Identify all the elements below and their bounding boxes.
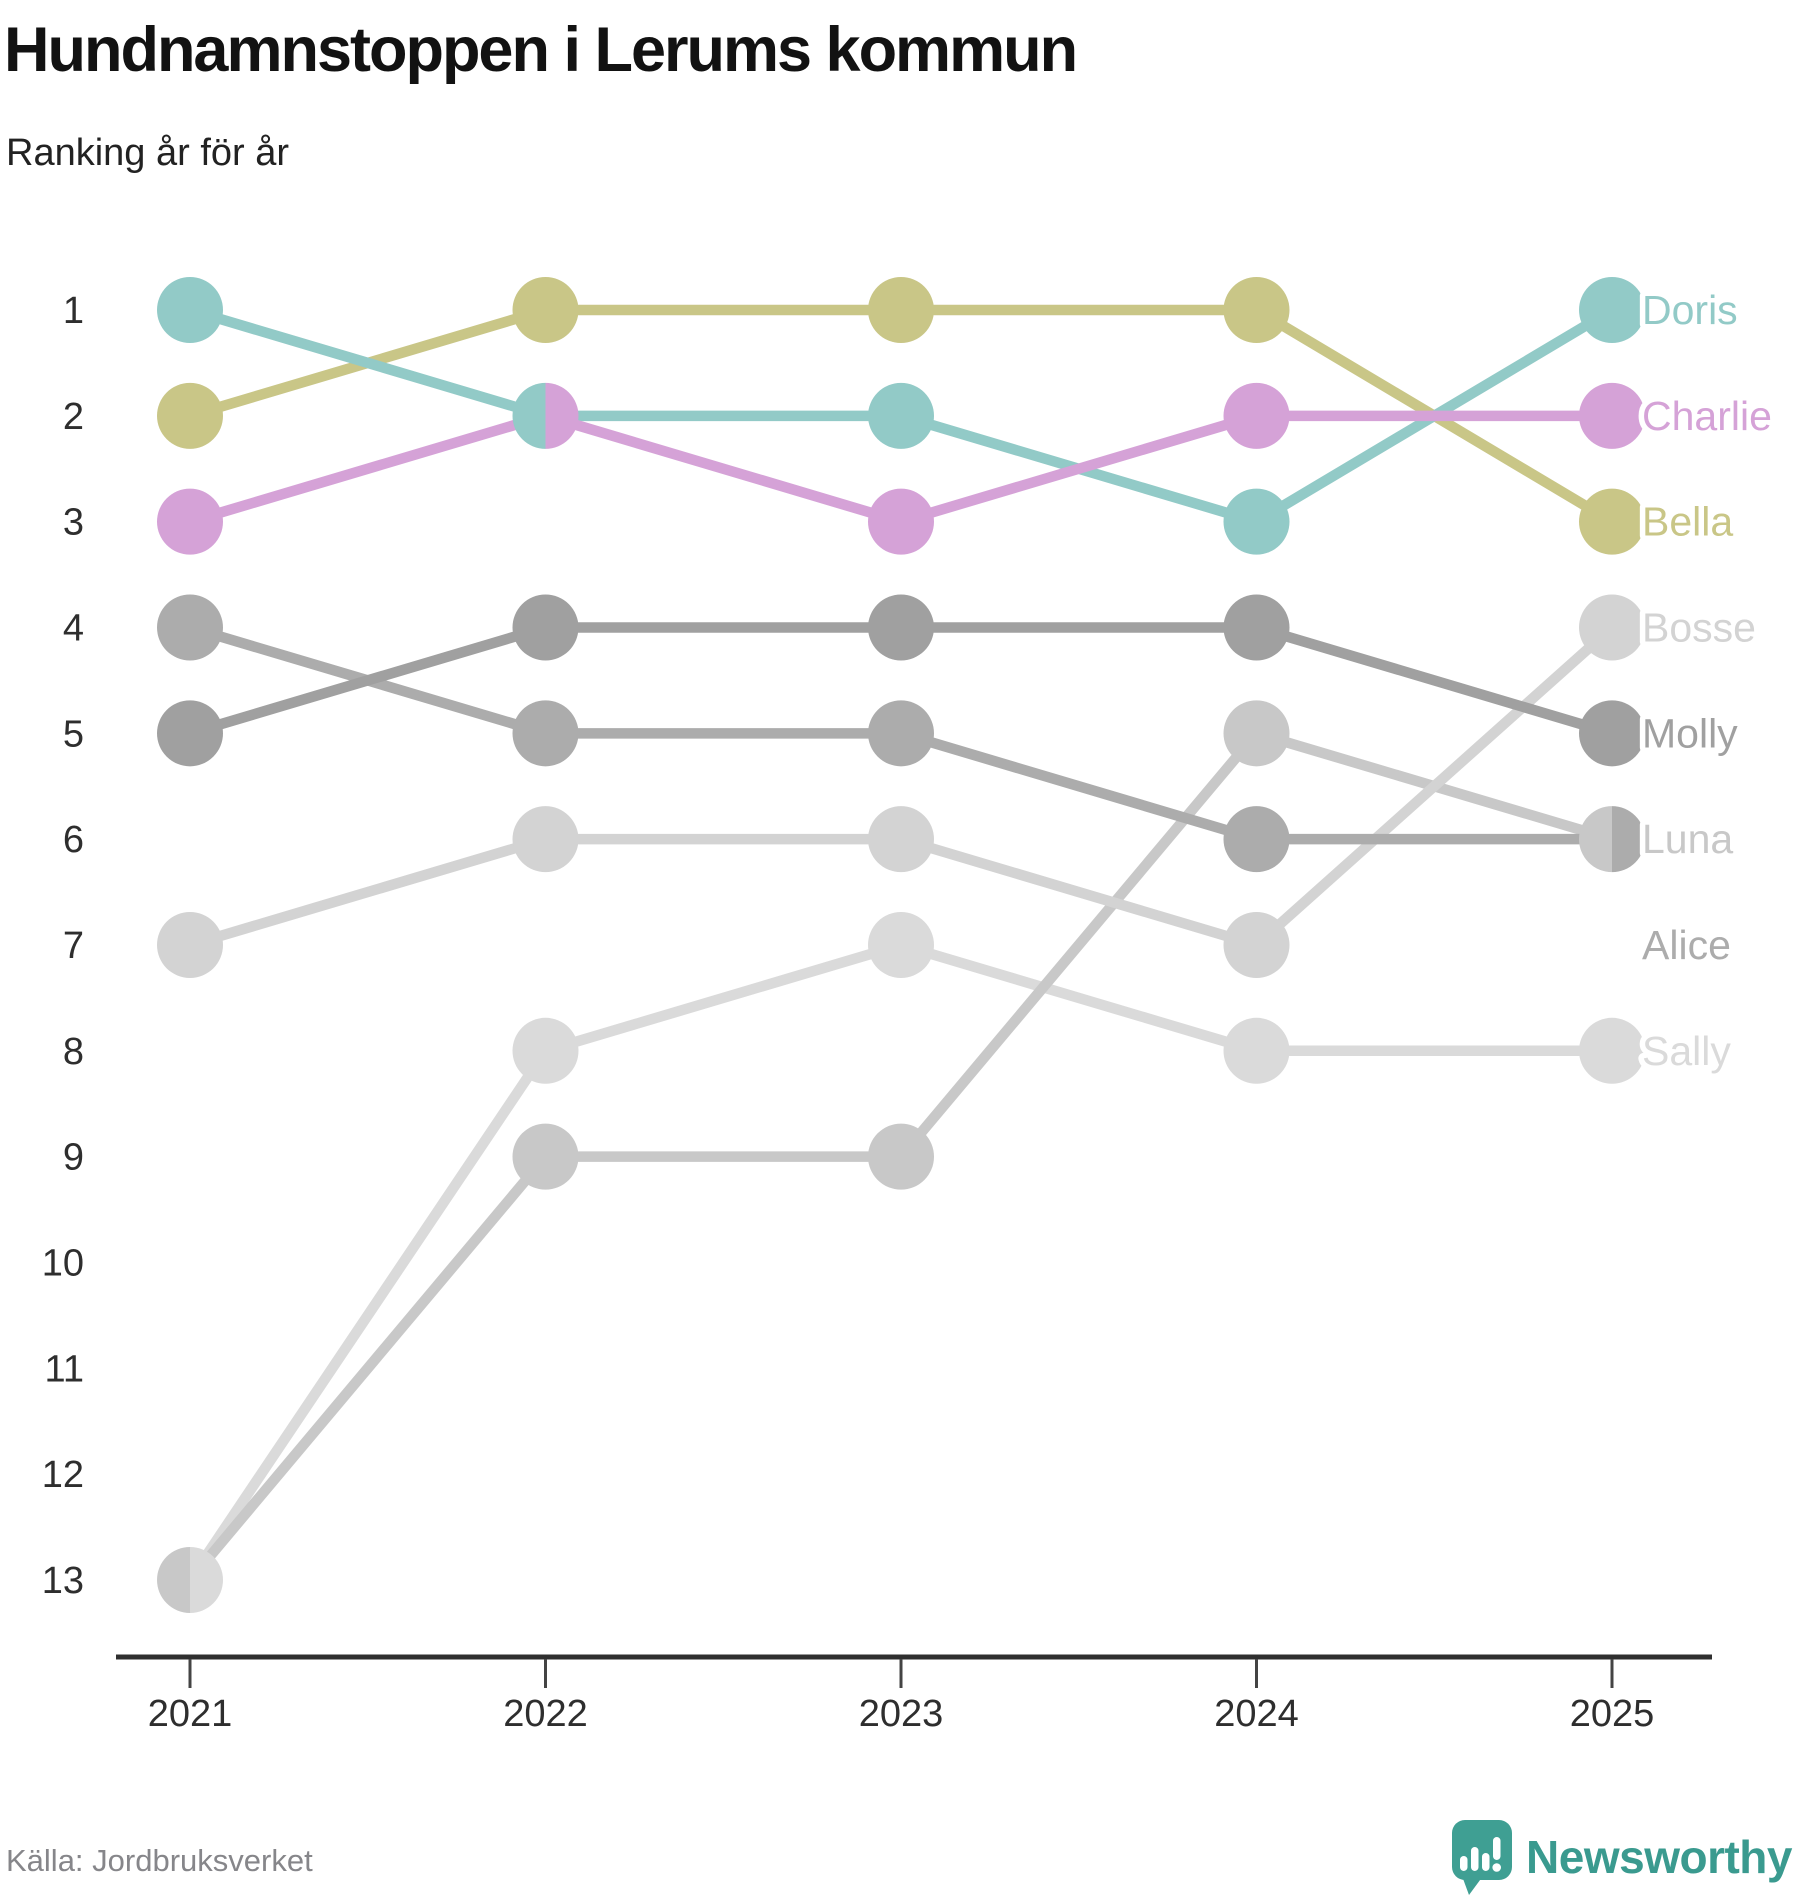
y-tick-label: 6 — [63, 819, 84, 861]
data-point-bella — [868, 277, 934, 343]
data-point-charlie — [1223, 382, 1290, 449]
y-tick-label: 1 — [63, 290, 84, 332]
series-label-bella: Bella — [1642, 499, 1733, 545]
newsworthy-logo: Newsworthy — [1450, 1818, 1792, 1896]
data-point-luna — [868, 1123, 934, 1190]
page-title: Hundnamnstoppen i Lerums kommun — [4, 15, 1078, 85]
data-point-bosse — [868, 806, 934, 873]
data-point-sally — [512, 1017, 579, 1084]
data-point-bella — [1579, 488, 1645, 555]
series-label-doris: Doris — [1642, 287, 1738, 333]
newsworthy-logo-icon — [1452, 1820, 1513, 1895]
data-point-bella — [157, 382, 223, 449]
data-point-doris — [868, 382, 934, 449]
series-line-sally — [184, 939, 1618, 1586]
y-tick-label: 8 — [63, 1031, 84, 1073]
y-tick-label: 10 — [42, 1242, 84, 1284]
series-label-bosse: Bosse — [1642, 604, 1756, 650]
data-point-charlie — [868, 488, 934, 555]
data-point-doris — [512, 382, 546, 449]
series-label-luna: Luna — [1642, 816, 1733, 862]
data-point-luna — [157, 1546, 190, 1613]
data-point-alice — [1612, 806, 1646, 873]
data-point-alice — [157, 594, 223, 661]
series-label-charlie: Charlie — [1642, 393, 1772, 439]
data-point-sally — [1579, 1017, 1645, 1084]
data-point-doris — [1223, 488, 1290, 555]
data-point-molly — [868, 594, 934, 661]
series-label-alice: Alice — [1642, 922, 1731, 968]
data-point-sally — [190, 1546, 223, 1613]
data-point-bosse — [512, 806, 579, 873]
source-note: Källa: Jordbruksverket — [6, 1843, 313, 1878]
y-tick-label: 7 — [63, 925, 84, 967]
data-point-alice — [512, 700, 579, 767]
page-subtitle: Ranking år för år — [6, 132, 290, 174]
data-point-bosse — [1223, 911, 1290, 978]
data-point-charlie — [157, 488, 223, 555]
data-point-bosse — [1579, 594, 1645, 661]
y-tick-label: 3 — [63, 502, 84, 544]
data-point-doris — [157, 277, 223, 343]
y-tick-label: 2 — [63, 396, 84, 438]
data-point-molly — [512, 594, 579, 661]
data-point-doris — [1579, 277, 1645, 343]
data-point-bella — [512, 277, 579, 343]
data-point-molly — [1223, 594, 1290, 661]
data-point-charlie — [545, 382, 579, 449]
data-point-sally — [1223, 1017, 1290, 1084]
y-tick-label: 11 — [45, 1348, 84, 1390]
data-point-charlie — [1579, 382, 1645, 449]
x-tick-label: 2021 — [148, 1693, 233, 1735]
y-tick-label: 5 — [63, 713, 84, 755]
data-point-luna — [1579, 806, 1612, 873]
data-point-alice — [868, 700, 934, 767]
data-point-alice — [1223, 806, 1290, 873]
y-tick-label: 4 — [63, 607, 84, 649]
y-tick-label: 9 — [63, 1137, 84, 1179]
x-tick-label: 2024 — [1214, 1693, 1299, 1735]
x-tick-label: 2025 — [1570, 1693, 1655, 1735]
series-label-sally: Sally — [1642, 1028, 1731, 1074]
data-point-molly — [157, 700, 223, 767]
x-tick-label: 2023 — [859, 1693, 944, 1735]
data-point-luna — [1223, 700, 1290, 767]
newsworthy-logo-text: Newsworthy — [1526, 1831, 1792, 1883]
y-tick-label: 12 — [42, 1454, 84, 1496]
data-point-bella — [1223, 277, 1290, 343]
series-label-molly: Molly — [1642, 710, 1738, 756]
data-point-molly — [1579, 700, 1645, 767]
data-point-sally — [868, 911, 934, 978]
data-point-luna — [512, 1123, 579, 1190]
y-tick-label: 13 — [42, 1560, 84, 1602]
data-point-bosse — [157, 911, 223, 978]
x-tick-label: 2022 — [503, 1693, 588, 1735]
